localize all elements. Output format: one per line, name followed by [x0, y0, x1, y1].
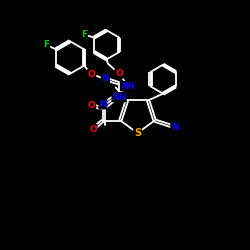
Text: F: F: [81, 30, 87, 39]
Text: NH: NH: [112, 92, 126, 102]
Text: O: O: [88, 70, 96, 79]
Text: N: N: [171, 123, 179, 132]
Text: N: N: [102, 74, 109, 83]
Text: F: F: [43, 40, 50, 50]
Text: O: O: [89, 125, 97, 134]
Text: O: O: [115, 69, 123, 78]
Text: N: N: [99, 100, 107, 109]
Text: NH: NH: [121, 82, 135, 90]
Text: O: O: [88, 102, 96, 110]
Text: S: S: [134, 128, 141, 138]
